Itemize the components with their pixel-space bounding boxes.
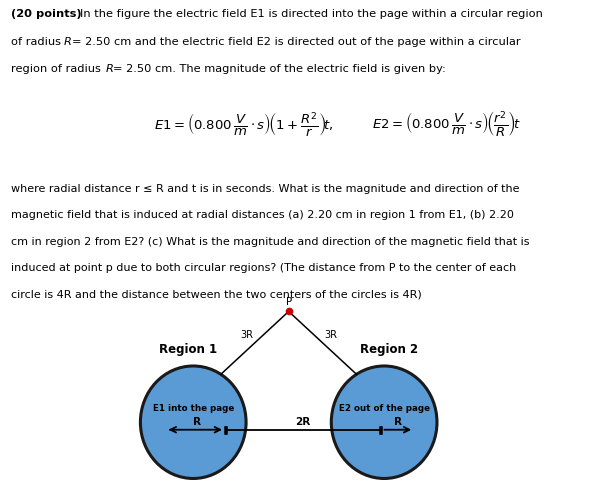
Text: Region 2: Region 2 [360, 343, 418, 356]
Text: $E2 = \left(0.800\,\dfrac{V}{m}\cdot s\right)\!\left(\dfrac{r^2}{R}\right)\!t$: $E2 = \left(0.800\,\dfrac{V}{m}\cdot s\r… [372, 110, 521, 139]
Text: R: R [64, 37, 72, 47]
Text: induced at point p due to both circular regions? (The distance from P to the cen: induced at point p due to both circular … [11, 263, 516, 273]
Text: 3R: 3R [324, 330, 337, 340]
Text: 3R: 3R [240, 330, 253, 340]
Ellipse shape [141, 366, 246, 478]
Text: where radial distance r ≤ R and t is in seconds. What is the magnitude and direc: where radial distance r ≤ R and t is in … [11, 184, 519, 194]
Text: = 2.50 cm. The magnitude of the electric field is given by:: = 2.50 cm. The magnitude of the electric… [113, 64, 446, 75]
Text: In the figure the electric field E1 is directed into the page within a circular : In the figure the electric field E1 is d… [80, 9, 543, 19]
Text: $E1 = \left(0.800\,\dfrac{V}{m}\cdot s\right)\!\left(1+\dfrac{R^2}{r}\right)\!t,: $E1 = \left(0.800\,\dfrac{V}{m}\cdot s\r… [154, 110, 333, 138]
Text: region of radius: region of radius [11, 64, 100, 75]
Text: Region 1: Region 1 [159, 343, 217, 356]
Text: 2R: 2R [296, 417, 311, 428]
Text: E2 out of the page: E2 out of the page [339, 404, 430, 413]
Text: P: P [285, 297, 292, 307]
Text: cm in region 2 from E2? (c) What is the magnitude and direction of the magnetic : cm in region 2 from E2? (c) What is the … [11, 237, 529, 247]
Text: circle is 4R and the distance between the two centers of the circles is 4R): circle is 4R and the distance between th… [11, 289, 421, 300]
Text: R: R [105, 64, 113, 75]
Text: of radius: of radius [11, 37, 61, 47]
Text: magnetic field that is induced at radial distances (a) 2.20 cm in region 1 from : magnetic field that is induced at radial… [11, 210, 514, 221]
Ellipse shape [332, 366, 437, 478]
Text: = 2.50 cm and the electric field E2 is directed out of the page within a circula: = 2.50 cm and the electric field E2 is d… [72, 37, 521, 47]
Text: R: R [394, 417, 402, 428]
Text: R: R [193, 417, 201, 428]
Text: (20 points): (20 points) [11, 9, 82, 19]
Text: E1 into the page: E1 into the page [152, 404, 234, 413]
